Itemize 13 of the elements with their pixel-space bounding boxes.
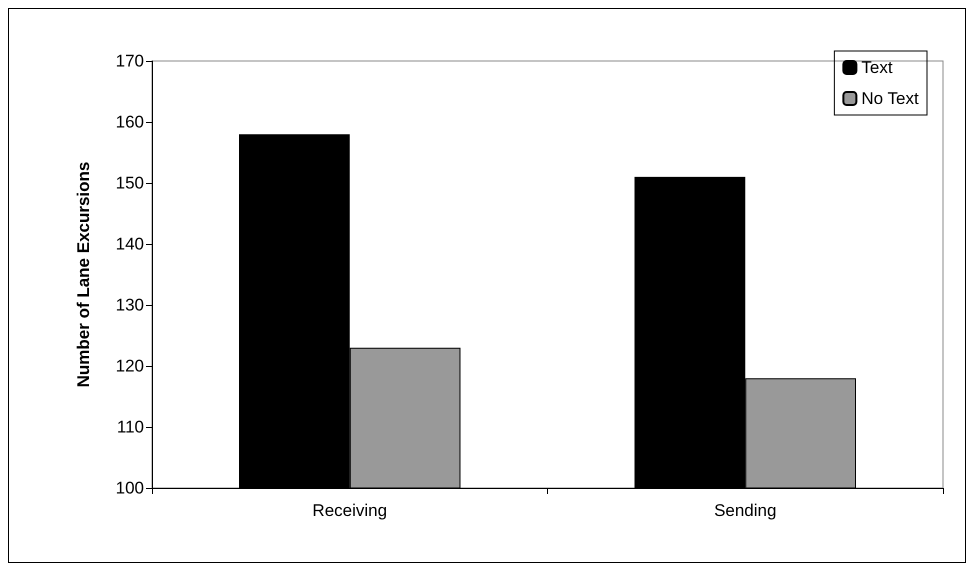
y-tick-label: 160 [116,112,144,132]
legend-label: Text [861,58,893,77]
y-tick-label: 140 [116,234,144,254]
legend-label: No Text [861,89,919,108]
y-axis-title: Number of Lane Excursions [74,162,93,388]
y-tick-label: 130 [116,296,144,314]
x-tick-label: Receiving [312,501,388,520]
y-tick-label: 170 [116,52,144,70]
y-tick-label: 150 [116,174,144,192]
y-tick-label: 120 [116,356,144,376]
x-tick-label: Sending [714,501,776,520]
y-tick-label: 110 [116,418,144,436]
y-tick-label: 100 [116,478,144,498]
